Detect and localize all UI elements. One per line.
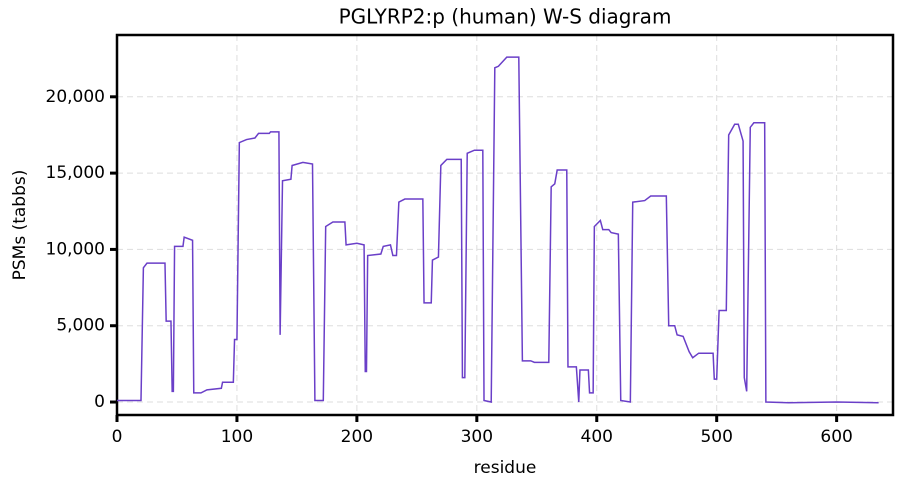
x-axis-label: residue <box>474 458 537 478</box>
y-tick-label: 0 <box>94 392 105 412</box>
y-axis-label: PSMs (tabbs) <box>10 170 30 281</box>
x-tick-label: 600 <box>820 427 852 447</box>
x-tick-label: 100 <box>221 427 253 447</box>
chart-title: PGLYRP2:p (human) W-S diagram <box>339 5 672 29</box>
x-tick-label: 0 <box>112 427 123 447</box>
y-tick-label: 15,000 <box>46 163 105 183</box>
plot-frame <box>115 33 895 417</box>
x-tick-label: 300 <box>461 427 493 447</box>
x-tick-label: 400 <box>581 427 613 447</box>
y-tick-label: 20,000 <box>46 87 105 107</box>
y-tick-label: 5,000 <box>56 316 105 336</box>
data-line <box>117 56 879 404</box>
x-tick-label: 200 <box>341 427 373 447</box>
x-tick-label: 500 <box>700 427 732 447</box>
y-tick-label: 10,000 <box>46 239 105 259</box>
